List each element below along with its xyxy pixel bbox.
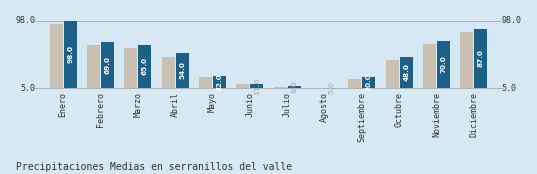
Text: 87.0: 87.0 (478, 49, 484, 67)
Text: 20.0: 20.0 (366, 74, 372, 92)
Bar (176, 53, 189, 88)
Bar (87, 45, 100, 88)
Bar (162, 57, 175, 88)
Text: 22.0: 22.0 (216, 73, 223, 91)
Bar (288, 86, 301, 88)
Bar (273, 87, 287, 88)
Text: 70.0: 70.0 (440, 56, 447, 73)
Bar (437, 41, 450, 88)
Bar (423, 44, 436, 88)
Bar (49, 24, 63, 88)
Bar (101, 42, 114, 88)
Text: 65.0: 65.0 (142, 57, 148, 75)
Bar (250, 84, 264, 88)
Text: 11.0: 11.0 (254, 77, 260, 95)
Bar (124, 48, 137, 88)
Text: 54.0: 54.0 (179, 61, 185, 79)
Bar (460, 32, 473, 88)
Bar (64, 21, 77, 88)
Bar (348, 79, 361, 88)
Bar (213, 76, 226, 88)
Bar (400, 57, 413, 88)
Bar (474, 29, 488, 88)
Text: 69.0: 69.0 (105, 56, 111, 74)
Text: 5.0: 5.0 (329, 82, 335, 94)
Bar (362, 77, 375, 88)
Text: 5.0: 5.0 (502, 84, 517, 93)
Bar (199, 77, 212, 88)
Text: 98.0: 98.0 (15, 16, 35, 25)
Text: Precipitaciones Medias en serranillos del valle: Precipitaciones Medias en serranillos de… (16, 162, 292, 172)
Text: 5.0: 5.0 (20, 84, 35, 93)
Bar (139, 45, 151, 88)
Bar (236, 84, 249, 88)
Text: 8.0: 8.0 (291, 81, 297, 93)
Text: 98.0: 98.0 (67, 45, 74, 63)
Text: 48.0: 48.0 (403, 64, 409, 81)
Text: 98.0: 98.0 (502, 16, 522, 25)
Bar (386, 60, 398, 88)
